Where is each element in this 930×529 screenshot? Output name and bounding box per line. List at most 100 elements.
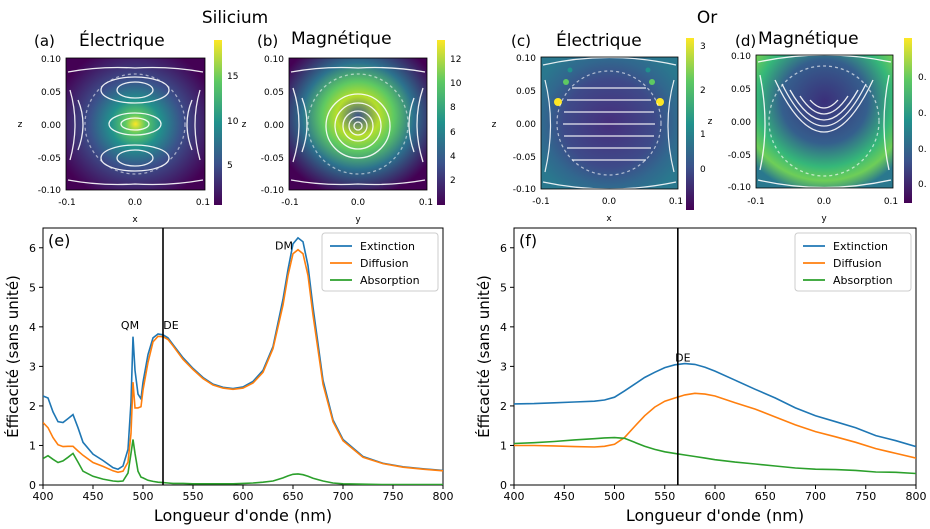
colorbar-b-tick-3: 6 xyxy=(450,128,456,138)
field-map-a-xtick-0: -0.1 xyxy=(58,198,76,208)
y-tick-label-f-5: 5 xyxy=(500,281,507,294)
x-tick-label-e-2: 500 xyxy=(133,490,154,503)
field-map-d-xtick-2: 0.1 xyxy=(884,197,898,207)
x-tick-label-e-5: 650 xyxy=(283,490,304,503)
x-tick-label-e-1: 450 xyxy=(83,490,104,503)
colorbar-a-tick-2: 5 xyxy=(227,161,233,171)
x-tick-label-f-8: 800 xyxy=(906,490,927,503)
colorbar-b xyxy=(437,40,445,205)
legend-label-e-diffusion: Diffusion xyxy=(360,257,409,270)
field-map-b-ytick-1: 0.05 xyxy=(264,88,284,98)
field-map-c-ytick-3: -0.05 xyxy=(513,153,536,163)
field-map-c-image xyxy=(541,57,678,189)
field-map-b-streamlines xyxy=(290,66,426,186)
y-tick-label-e-0: 0 xyxy=(29,479,36,492)
y-tick-label-f-2: 2 xyxy=(500,400,507,413)
series-line-f-absorption xyxy=(514,436,916,475)
field-map-c-xtick-1: 0.0 xyxy=(602,197,617,207)
x-axis-label-f: Longueur d'onde (nm) xyxy=(626,506,804,525)
panel-label-c: (c) xyxy=(511,32,531,50)
x-tick-label-f-6: 700 xyxy=(805,490,826,503)
y-tick-label-e-3: 3 xyxy=(29,360,36,373)
field-map-c: (c) Électrique -0.1 0.0 0.1 x 0.10 0.05 … xyxy=(492,29,706,224)
annotation-e-de: DE xyxy=(163,319,178,332)
colorbar-a-tick-0: 15 xyxy=(227,72,238,82)
field-map-c-streamlines xyxy=(542,56,677,190)
legend-box-e xyxy=(321,232,439,292)
colorbar-d-tick-1: 0. xyxy=(918,109,927,119)
panel-label-f: (f) xyxy=(519,231,537,250)
annotation-e-qm: QM xyxy=(121,319,139,332)
colorbar-b-tick-2: 8 xyxy=(450,103,456,113)
field-map-b-xtick-1: 0.0 xyxy=(351,198,366,208)
y-tick-label-e-1: 1 xyxy=(29,439,36,452)
panel-label-a: (a) xyxy=(34,32,55,50)
field-map-d-xlabel: y xyxy=(821,214,827,224)
field-map-c-xtick-2: 0.1 xyxy=(669,197,683,207)
field-map-a-xtick-2: 0.1 xyxy=(196,198,210,208)
field-map-d-ytick-1: 0.05 xyxy=(731,85,751,95)
field-map-b-image xyxy=(289,58,427,190)
field-map-a-title: Électrique xyxy=(79,29,165,51)
field-map-c-ytick-4: -0.10 xyxy=(513,185,537,195)
legend-label-f-diffusion: Diffusion xyxy=(833,257,882,270)
field-map-d-xtick-1: 0.0 xyxy=(817,197,832,207)
field-map-d-title: Magnétique xyxy=(758,29,859,49)
field-map-d: (d) Magnétique -0.1 0.0 0.1 y 0.10 0.05 … xyxy=(708,29,927,224)
field-map-a-xlabel: x xyxy=(132,215,138,225)
group-title-silicium: Silicium xyxy=(202,8,268,28)
field-map-a-ytick-4: -0.10 xyxy=(38,186,62,196)
x-tick-label-f-4: 600 xyxy=(705,490,726,503)
legend-label-f-extinction: Extinction xyxy=(833,240,888,253)
field-map-c-title: Électrique xyxy=(556,29,642,51)
chart-e: 400 450 500 550 600 650 700 750 800 0 1 2 3 4 5 6 Longue… xyxy=(3,227,454,525)
series-line-f-diffusion xyxy=(514,392,916,459)
field-map-b-xtick-0: -0.1 xyxy=(281,198,299,208)
x-tick-label-e-8: 800 xyxy=(433,490,454,503)
field-map-b-title: Magnétique xyxy=(291,29,392,49)
y-tick-label-f-0: 0 xyxy=(500,479,507,492)
x-tick-label-f-2: 500 xyxy=(604,490,625,503)
y-axis-label-f: Éfficacité (sans unité) xyxy=(474,275,493,438)
legend-box-f xyxy=(794,232,912,292)
colorbar-c-tick-2: 1 xyxy=(700,130,706,140)
x-axis-label-e: Longueur d'onde (nm) xyxy=(154,506,332,525)
annotation-e-dm: DM xyxy=(275,240,293,253)
annotation-f-de: DE xyxy=(675,352,690,365)
x-tick-label-e-0: 400 xyxy=(33,490,54,503)
field-map-a-streamlines xyxy=(67,66,204,186)
x-tick-label-f-3: 550 xyxy=(654,490,675,503)
field-map-d-ylabel: z xyxy=(708,117,713,127)
y-tick-label-f-6: 6 xyxy=(500,242,507,255)
legend-label-f-absorption: Absorption xyxy=(833,274,893,287)
colorbar-a xyxy=(214,40,222,205)
x-tick-label-e-7: 750 xyxy=(383,490,404,503)
y-tick-label-e-5: 5 xyxy=(29,281,36,294)
colorbar-a-tick-1: 10 xyxy=(227,117,239,127)
field-map-c-xtick-0: -0.1 xyxy=(532,197,550,207)
colorbar-b-tick-0: 12 xyxy=(450,55,461,65)
field-map-a-image xyxy=(66,58,205,190)
legend-label-e-absorption: Absorption xyxy=(360,274,420,287)
field-map-a-ytick-1: 0.05 xyxy=(41,88,61,98)
field-map-d-ytick-0: 0.10 xyxy=(731,52,751,62)
field-map-d-xtick-0: -0.1 xyxy=(747,197,765,207)
x-tick-label-f-5: 650 xyxy=(755,490,776,503)
series-line-e-absorption xyxy=(43,439,443,485)
colorbar-c-tick-3: 0 xyxy=(700,165,706,175)
series-line-e-diffusion xyxy=(43,248,443,474)
panel-label-d: (d) xyxy=(735,32,756,50)
x-tick-label-f-1: 450 xyxy=(554,490,575,503)
series-line-f-extinction xyxy=(514,362,916,448)
field-map-a-ytick-3: -0.05 xyxy=(38,154,61,164)
field-map-a-xtick-1: 0.0 xyxy=(128,198,143,208)
field-map-b-ytick-0: 0.10 xyxy=(264,55,284,65)
x-tick-label-f-0: 400 xyxy=(504,490,525,503)
field-map-b-ytick-3: -0.05 xyxy=(261,154,284,164)
field-map-b-xtick-2: 0.1 xyxy=(419,198,433,208)
field-map-d-streamlines xyxy=(757,54,892,189)
field-map-a: (a) Électrique -0.1 0.0 0.1 x 0.10 0.05 … xyxy=(18,29,239,225)
y-axis-label-e: Éfficacité (sans unité) xyxy=(3,275,22,438)
colorbar-d-tick-3: 0. xyxy=(918,180,927,190)
